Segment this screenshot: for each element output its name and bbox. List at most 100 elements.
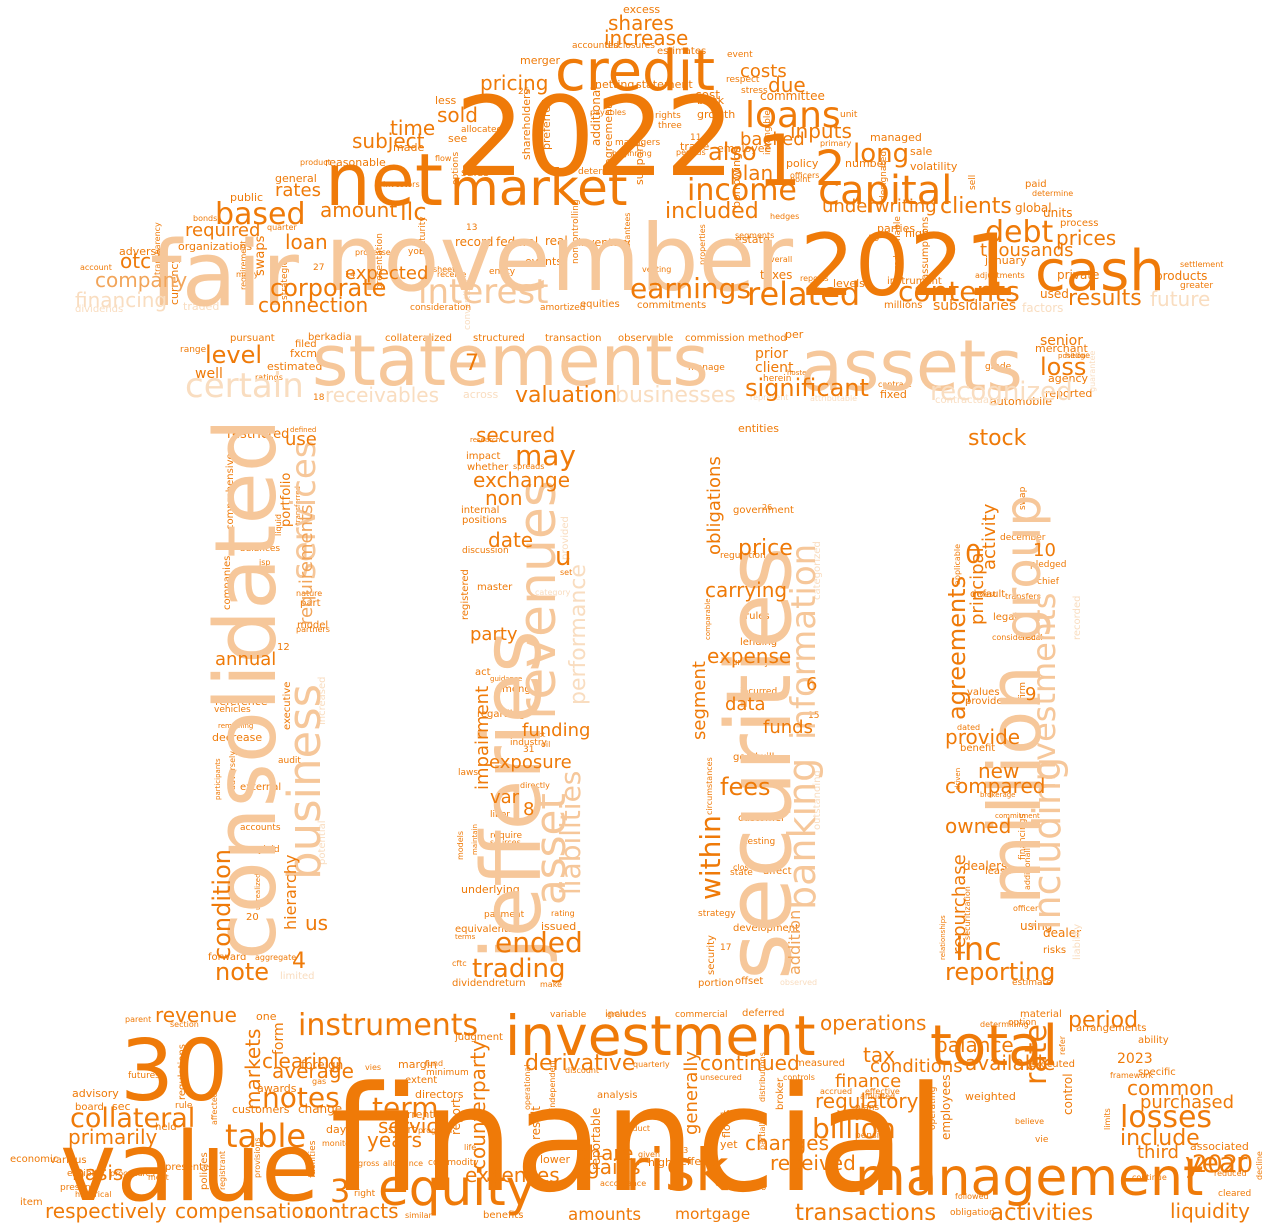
cloud-word: information: [784, 544, 824, 740]
cloud-word: periods: [676, 148, 706, 157]
cloud-word: control: [1061, 1073, 1075, 1115]
cloud-word: reported: [1045, 387, 1092, 400]
cloud-word: rules: [745, 611, 770, 622]
cloud-word: regarding: [477, 709, 525, 720]
cloud-word: allocated: [461, 125, 502, 135]
cloud-word: refer: [1058, 1035, 1067, 1055]
cloud-word: liability: [1072, 924, 1083, 960]
cloud-word: adversely: [228, 751, 237, 790]
cloud-word: account: [80, 263, 112, 272]
cloud-word: exposure: [489, 752, 572, 773]
cloud-word: amortized: [540, 303, 586, 313]
cloud-word: security: [706, 935, 717, 975]
cloud-word: measured: [795, 1058, 845, 1069]
cloud-word: life: [464, 1143, 476, 1152]
cloud-word: designated: [879, 151, 889, 201]
cloud-word: terms: [455, 933, 476, 941]
cloud-word: master: [477, 582, 513, 593]
cloud-word: client: [755, 360, 794, 376]
cloud-word: value: [60, 1113, 320, 1223]
cloud-word: 0: [965, 540, 982, 570]
cloud-word: 26: [762, 503, 772, 512]
cloud-word: party: [470, 624, 518, 645]
cloud-word: firm: [1018, 682, 1028, 700]
cloud-word: framework: [1110, 1071, 1153, 1080]
cloud-word: equities: [580, 299, 620, 310]
cloud-word: reporting: [945, 958, 1055, 986]
cloud-word: 15: [808, 711, 819, 721]
cloud-word: hierarchy: [281, 855, 300, 930]
cloud-word: ability: [1138, 1035, 1169, 1046]
cloud-word: assumptions: [920, 217, 931, 280]
cloud-word: regulatory: [815, 1089, 919, 1113]
cloud-word: counterparty: [466, 1040, 490, 1170]
cloud-word: 27: [313, 263, 324, 273]
cloud-word: markets: [241, 1029, 265, 1110]
cloud-word: fair: [150, 222, 299, 327]
cloud-word: discussion: [462, 546, 509, 556]
cloud-word: trade: [680, 140, 710, 153]
cloud-word: liquid: [274, 514, 283, 536]
cloud-word: instrument: [887, 276, 942, 287]
cloud-word: revenues: [508, 480, 568, 720]
cloud-word: believe: [1015, 1117, 1044, 1126]
cloud-word: private: [1057, 268, 1099, 282]
cloud-word: valuation: [515, 383, 617, 408]
cloud-word: model: [297, 620, 328, 631]
cloud-word: bonds: [193, 214, 217, 223]
cloud-word: impact: [466, 451, 500, 462]
cloud-word: recorded: [1072, 596, 1083, 640]
cloud-word: laws: [458, 768, 478, 778]
cloud-word: plan: [730, 161, 773, 185]
cloud-word: 2023: [1117, 1051, 1153, 1067]
cloud-word: companies: [222, 556, 233, 610]
cloud-word: report: [449, 1098, 463, 1135]
cloud-word: made: [393, 141, 424, 154]
cloud-word: llc: [400, 198, 427, 226]
cloud-word: derivative: [525, 1051, 635, 1076]
cloud-word: structured: [473, 333, 525, 344]
cloud-word: us: [305, 911, 328, 935]
cloud-word: investment: [505, 1004, 816, 1068]
cloud-word: december: [1000, 533, 1046, 543]
cloud-word: 25: [518, 87, 529, 97]
cloud-word: goodwill: [733, 752, 774, 763]
cloud-word: ended: [495, 926, 583, 959]
cloud-word: plans: [855, 1103, 879, 1113]
cloud-word: vies: [365, 1063, 381, 1072]
cloud-word: limited: [280, 971, 315, 982]
cloud-word: government: [733, 505, 794, 516]
cloud-word: estimates: [657, 46, 706, 57]
cloud-word: annual: [215, 649, 276, 670]
cloud-word: obligation: [950, 1208, 995, 1218]
cloud-word: instruments: [298, 1008, 478, 1043]
cloud-word: vehicles: [214, 705, 251, 715]
cloud-word: state: [730, 868, 753, 878]
cloud-word: considered: [992, 633, 1036, 642]
cloud-word: balance: [935, 1033, 1014, 1057]
cloud-word: average: [272, 1059, 354, 1083]
cloud-word: clos: [733, 863, 749, 872]
cloud-word: shares: [608, 11, 674, 35]
cloud-word: directly: [520, 781, 550, 790]
cloud-word: 31: [523, 745, 534, 755]
cloud-word: per: [785, 328, 804, 341]
cloud-word: funding: [522, 720, 590, 741]
cloud-word: 2021: [800, 216, 1019, 316]
cloud-word: underwriting: [822, 196, 937, 217]
cloud-word: 7: [465, 351, 479, 376]
cloud-word: lending: [740, 637, 777, 648]
cloud-word: quarter: [267, 223, 297, 232]
cloud-word: clients: [940, 194, 1012, 219]
cloud-word: offset: [735, 976, 763, 987]
cloud-word: common: [1127, 1076, 1214, 1100]
cloud-word: 14: [345, 270, 355, 279]
cloud-word: comprehensive: [225, 453, 236, 530]
cloud-word: high: [905, 227, 929, 240]
cloud-word: rights: [655, 111, 681, 121]
cloud-word: result: [529, 1106, 543, 1140]
cloud-word: underlying: [461, 883, 520, 896]
cloud-word: position: [1058, 352, 1086, 360]
cloud-word: many: [236, 270, 259, 279]
cloud-word: requirements: [296, 505, 317, 625]
